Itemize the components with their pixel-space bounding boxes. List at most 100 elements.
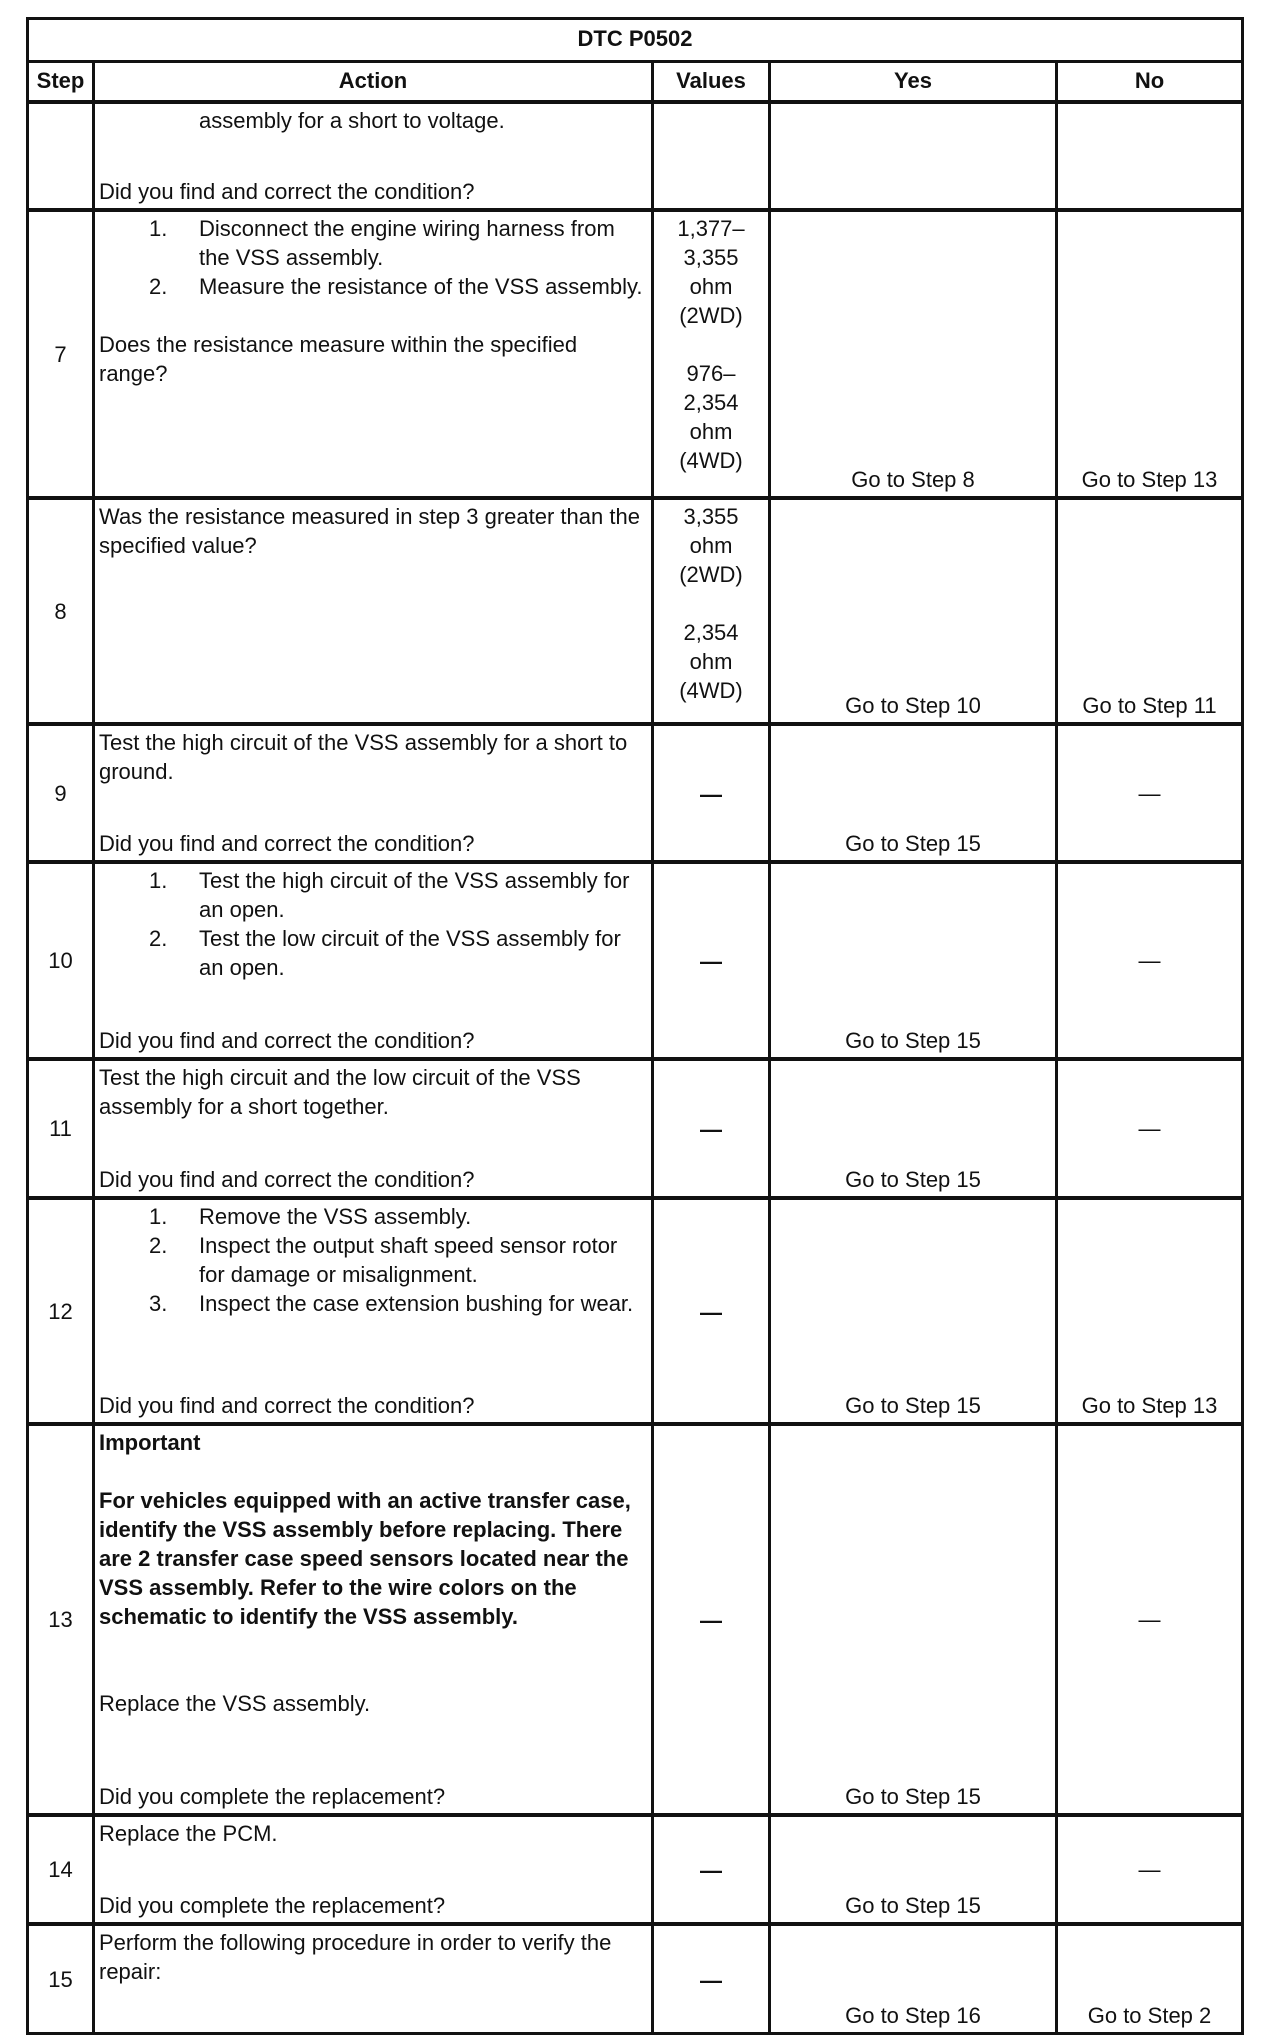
- values-cell: —: [654, 1426, 771, 1813]
- value-line: —: [700, 949, 722, 974]
- list-text: Test the high circuit of the VSS assembl…: [199, 868, 630, 922]
- step-cell: 8: [29, 500, 95, 722]
- question-text: Did you find and correct the condition?: [99, 179, 475, 204]
- yes-cell: Go to Step 15: [771, 864, 1058, 1057]
- yes-cell: Go to Step 15: [771, 1200, 1058, 1422]
- list-text: Test the low circuit of the VSS assembly…: [199, 926, 621, 980]
- list-text: Inspect the output shaft speed sensor ro…: [199, 1233, 618, 1287]
- list-item: 1. Disconnect the engine wiring harness f…: [99, 214, 647, 272]
- value-line: (4WD): [679, 448, 743, 473]
- important-text: Important: [99, 1430, 201, 1455]
- list-item: 2. Test the low circuit of the VSS assemb…: [99, 924, 647, 982]
- table-row: 8 Was the resistance measured in step 3 g…: [29, 500, 1241, 726]
- question-text: Did you find and correct the condition?: [99, 1167, 475, 1192]
- spacer: [99, 301, 647, 330]
- list-text: Measure the resistance of the VSS assemb…: [199, 274, 643, 299]
- header-step: Step: [29, 63, 95, 100]
- action-cell: 1. Remove the VSS assembly. 2. Inspect the …: [95, 1200, 654, 1422]
- value-line: —: [700, 1117, 722, 1142]
- no-cell: —: [1058, 1817, 1241, 1922]
- action-cell: Important For vehicles equipped with an a…: [95, 1426, 654, 1813]
- table-row: 10 1. Test the high circuit of the VSS ass…: [29, 864, 1241, 1061]
- action-cell: Perform the following procedure in order…: [95, 1926, 654, 2032]
- value-line: (2WD): [679, 303, 743, 328]
- values-cell: [654, 104, 771, 208]
- action-cell: 1. Test the high circuit of the VSS assem…: [95, 864, 654, 1057]
- no-text: Go to Step 13: [1081, 467, 1218, 492]
- step-cell: 9: [29, 726, 95, 860]
- yes-text: Go to Step 15: [845, 1893, 981, 1918]
- value-line: 3,355: [683, 245, 739, 270]
- header-no: No: [1134, 68, 1165, 93]
- value-line: 2,354: [683, 390, 739, 415]
- value-line: [654, 589, 768, 618]
- no-cell: Go to Step 11: [1058, 500, 1241, 722]
- action-text: Test the high circuit of the VSS assembl…: [99, 730, 628, 784]
- action-text: Does the resistance measure within the s…: [99, 332, 578, 386]
- yes-text: Go to Step 15: [845, 1028, 981, 1053]
- list-item: 1. Test the high circuit of the VSS assem…: [99, 866, 647, 924]
- no-text: —: [1138, 1607, 1161, 1632]
- list-text: Inspect the case extension bushing for w…: [199, 1291, 634, 1316]
- list-item: 2. Inspect the output shaft speed sensor …: [99, 1231, 647, 1289]
- action-text: Was the resistance measured in step 3 gr…: [99, 504, 640, 558]
- step-cell: 15: [29, 1926, 95, 2032]
- action-text: assembly for a short to voltage.: [199, 108, 505, 133]
- action-text: Test the high circuit and the low circui…: [99, 1065, 581, 1119]
- value-line: 976–: [686, 361, 736, 386]
- no-text: Go to Step 11: [1082, 693, 1217, 718]
- value-line: [654, 330, 768, 359]
- no-cell: —: [1058, 1061, 1241, 1196]
- table-row: 12 1. Remove the VSS assembly. 2. Inspect th…: [29, 1200, 1241, 1426]
- important-text: For vehicles equipped with an active tra…: [99, 1488, 631, 1629]
- step-cell: 10: [29, 864, 95, 1057]
- yes-cell: Go to Step 15: [771, 1817, 1058, 1922]
- step-cell: 14: [29, 1817, 95, 1922]
- no-text: —: [1138, 948, 1161, 973]
- table-row: 11 Test the high circuit and the low circ…: [29, 1061, 1241, 1200]
- list-number: 2.: [149, 1233, 168, 1258]
- value-line: —: [700, 1967, 722, 1993]
- step-cell: 12: [29, 1200, 95, 1422]
- step-cell: 13: [29, 1426, 95, 1813]
- table-row: 13 Important For vehicles equipped with an…: [29, 1426, 1241, 1817]
- table-title: DTC P0502: [29, 20, 1241, 63]
- value-line: ohm: [689, 419, 733, 444]
- list-text: Disconnect the engine wiring harness fro…: [199, 216, 615, 270]
- value-line: ohm: [689, 649, 733, 674]
- action-cell: Test the high circuit of the VSS assembl…: [95, 726, 654, 860]
- value-line: ohm: [689, 274, 733, 299]
- list-number: 2.: [149, 926, 168, 951]
- question-text: Did you find and correct the condition?: [99, 831, 475, 856]
- action-cell: Test the high circuit and the low circui…: [95, 1061, 654, 1196]
- step-cell: [29, 104, 95, 208]
- no-cell: [1058, 104, 1241, 208]
- action-text: Replace the PCM.: [99, 1821, 278, 1846]
- action-cell: assembly for a short to voltage. Did you …: [95, 104, 654, 208]
- value-line: —: [700, 1858, 722, 1883]
- value-line: (4WD): [679, 678, 743, 703]
- list-item: 1. Remove the VSS assembly.: [99, 1202, 647, 1231]
- spacer: [99, 1631, 647, 1689]
- no-text: —: [1138, 780, 1161, 806]
- action-text: Perform the following procedure in order…: [99, 1930, 612, 1984]
- action-cell: Replace the PCM. Did you complete the rep…: [95, 1817, 654, 1922]
- yes-text: Go to Step 15: [845, 831, 981, 856]
- yes-text: Go to Step 15: [845, 1784, 981, 1809]
- yes-cell: [771, 104, 1058, 208]
- values-cell: —: [654, 1817, 771, 1922]
- list-item: 3. Inspect the case extension bushing for…: [99, 1289, 647, 1318]
- values-cell: —: [654, 1061, 771, 1196]
- yes-cell: Go to Step 8: [771, 212, 1058, 496]
- table-row: assembly for a short to voltage. Did you …: [29, 104, 1241, 212]
- no-text: —: [1138, 1116, 1161, 1141]
- value-line: 3,355: [683, 504, 739, 529]
- yes-cell: Go to Step 16: [771, 1926, 1058, 2032]
- value-line: —: [700, 781, 722, 807]
- no-text: —: [1138, 1857, 1161, 1882]
- value-line: 1,377–: [677, 216, 745, 241]
- question-text: Did you complete the replacement?: [99, 1784, 446, 1809]
- question-text: Did you find and correct the condition?: [99, 1393, 475, 1418]
- table-row: 14 Replace the PCM. Did you complete the r…: [29, 1817, 1241, 1926]
- header-values: Values: [654, 63, 771, 100]
